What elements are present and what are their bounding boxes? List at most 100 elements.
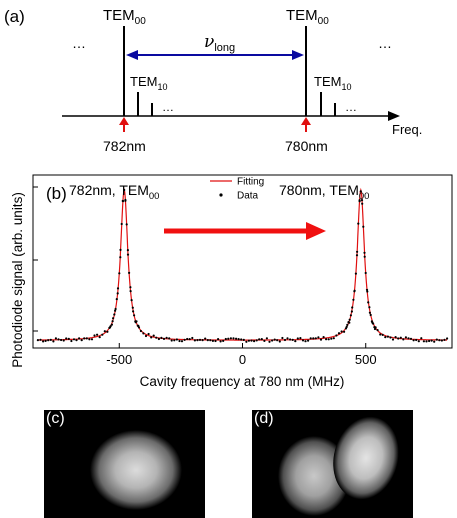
data-point: [367, 301, 370, 304]
data-point: [209, 339, 212, 342]
data-point: [409, 337, 413, 340]
data-point: [354, 272, 357, 275]
data-point: [119, 248, 122, 251]
data-point: [291, 338, 294, 341]
ellipsis-small-right: …: [345, 100, 357, 114]
data-point: [428, 339, 431, 343]
data-point: [349, 314, 352, 317]
data-point: [90, 338, 94, 341]
data-point: [317, 336, 320, 339]
data-point: [93, 334, 96, 337]
data-point: [198, 338, 202, 341]
fit-curve: [37, 187, 448, 341]
data-point: [42, 340, 45, 343]
data-point: [340, 330, 343, 333]
data-point: [438, 339, 441, 342]
tem10-label-right: TEM10: [314, 74, 351, 92]
data-point: [52, 340, 55, 343]
legend: Fitting Data: [210, 177, 264, 202]
ellipsis-small-left: …: [162, 100, 174, 114]
data-point: [129, 290, 132, 293]
data-point: [363, 251, 366, 254]
data-point: [296, 337, 299, 340]
data-point: [361, 202, 364, 205]
data-point: [183, 338, 186, 341]
data-point: [119, 256, 122, 259]
data-point: [435, 338, 438, 341]
data-point: [394, 336, 397, 339]
data-point: [65, 337, 68, 340]
tem10-label-left: TEM10: [130, 74, 167, 92]
data-point: [60, 338, 63, 342]
data-point: [384, 336, 387, 339]
data-point: [128, 271, 131, 274]
data-point: [178, 339, 181, 343]
marker-arrowhead-left: [119, 117, 129, 125]
data-point: [224, 337, 227, 341]
data-point: [389, 336, 392, 339]
data-point: [353, 289, 356, 292]
data-point: [106, 330, 109, 333]
data-point: [253, 340, 256, 343]
data-point: [88, 338, 91, 341]
data-point: [114, 307, 117, 311]
data-point: [39, 338, 42, 341]
data-point: [121, 200, 125, 203]
data-point: [374, 326, 377, 329]
data-point: [260, 338, 263, 341]
data-point: [417, 340, 420, 343]
data-point: [301, 339, 305, 342]
data-point: [372, 322, 375, 325]
data-point: [276, 339, 279, 342]
data-point: [175, 338, 178, 341]
nu-long-arrowhead-right: [292, 50, 304, 60]
data-point: [348, 318, 351, 321]
data-point: [343, 330, 346, 333]
ellipsis-right: …: [378, 35, 392, 51]
data-point: [157, 337, 160, 341]
data-point: [191, 336, 194, 340]
beam-image-d: (d): [252, 410, 413, 518]
panel-c-label: (c): [46, 410, 65, 427]
data-point: [78, 337, 81, 340]
data-point: [204, 337, 207, 340]
data-point: [113, 313, 116, 316]
data-point: [245, 340, 248, 343]
data-point: [110, 323, 113, 326]
data-point: [126, 253, 130, 256]
data-point: [376, 329, 379, 332]
data-point: [132, 310, 135, 313]
data-point: [391, 338, 395, 341]
data-point: [109, 325, 112, 328]
data-point: [397, 337, 400, 340]
data-point: [126, 249, 129, 252]
frequency-axis-arrowhead: [388, 111, 400, 121]
data-point: [364, 271, 367, 275]
x-tick-label: 0: [239, 352, 246, 367]
data-point: [369, 313, 372, 317]
data-point: [36, 339, 40, 342]
data-point: [85, 337, 88, 340]
data-point: [96, 333, 99, 336]
data-point: [242, 338, 245, 341]
data-point: [139, 329, 142, 333]
beam-image-c: (c): [44, 410, 205, 518]
data-point: [237, 338, 240, 341]
data-point: [327, 338, 330, 341]
data-point: [370, 320, 373, 323]
data-point: [75, 339, 78, 342]
data-point: [381, 333, 384, 336]
data-point: [368, 311, 371, 314]
data-point: [180, 340, 184, 343]
data-point: [281, 336, 284, 340]
data-point: [108, 326, 111, 329]
data-point: [366, 290, 369, 293]
data-point: [186, 337, 189, 341]
data-point: [57, 338, 60, 341]
ellipsis-left: …: [72, 35, 86, 51]
data-point: [49, 338, 52, 341]
data-point: [415, 338, 418, 342]
data-point: [255, 339, 258, 342]
peak-label-left: 782nm, TEM00: [69, 182, 159, 202]
data-point: [136, 324, 139, 327]
